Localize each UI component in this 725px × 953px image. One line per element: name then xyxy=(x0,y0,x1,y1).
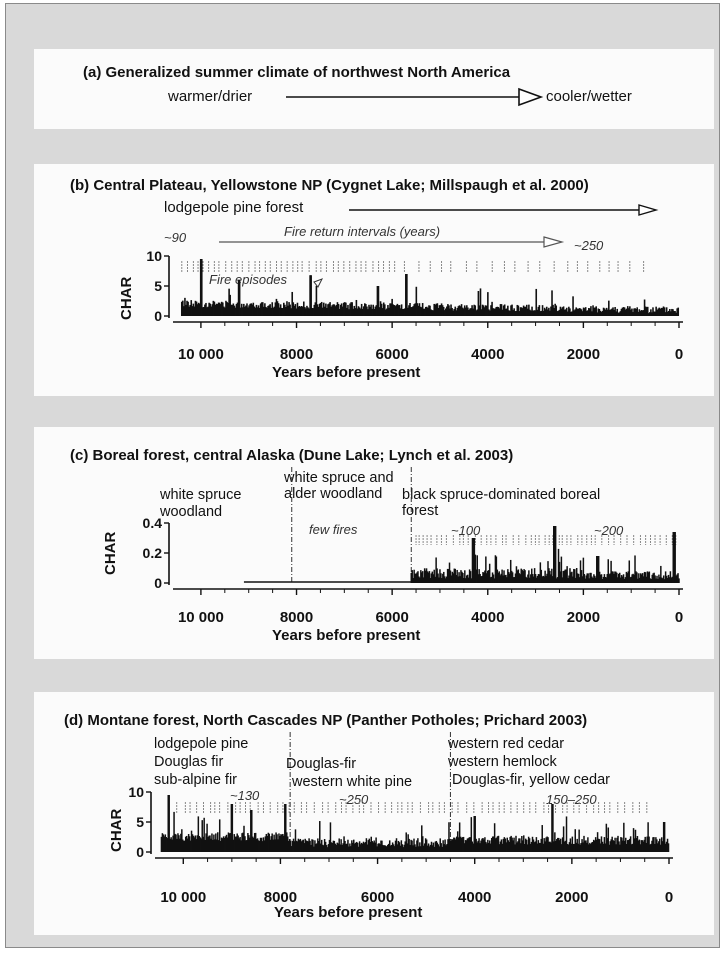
warmer-drier-label: warmer/drier xyxy=(168,88,253,105)
x-tick-label: 6000 xyxy=(361,889,394,906)
panel-d-fri-1: ~130 xyxy=(230,788,260,803)
panel-d-zone1-l3: sub-alpine fir xyxy=(154,772,238,788)
panel-c-fri-1: ~100 xyxy=(451,523,481,538)
panel-c-chart: 10 000 8000 6000 4000 2000 0 0 0.2 0.4 xyxy=(143,467,683,626)
zone1-text: white spruce xyxy=(160,487,242,503)
panel-d-zone3-l2: western hemlock xyxy=(448,754,557,770)
panel-d-zone1-l2: Douglas fir xyxy=(154,754,224,770)
panel-d-zone2-l1: Douglas-fir xyxy=(286,756,357,772)
panel-d-ylabel: CHAR xyxy=(108,808,125,852)
episode-pointer-icon xyxy=(313,278,324,288)
panel-b-ylabel: CHAR xyxy=(118,276,135,320)
panel-b-fire-episodes: Fire episodes xyxy=(209,272,288,287)
x-tick-label: 0 xyxy=(675,609,683,626)
y-tick-label: 5 xyxy=(154,278,162,294)
x-tick-label: 0 xyxy=(675,346,683,363)
x-tick-label: 4000 xyxy=(471,609,504,626)
x-tick-label: 6000 xyxy=(375,609,408,626)
x-tick-label: 8000 xyxy=(280,346,313,363)
fri-arrow-head xyxy=(543,236,565,248)
panel-a-title: (a) Generalized summer climate of northw… xyxy=(83,64,511,81)
panel-d-zone1-l1: lodgepole pine xyxy=(154,736,249,752)
panel-c-fri-2: ~200 xyxy=(594,523,624,538)
x-tick-label: 10 000 xyxy=(178,609,224,626)
panel-b-fri-end: ~250 xyxy=(574,238,604,253)
panel-d-chart: 10 000 8000 6000 4000 2000 0 0 5 10 xyxy=(128,732,673,906)
x-tick-label: 4000 xyxy=(458,889,491,906)
vegetation-arrow-head xyxy=(638,204,659,216)
panel-d-zone3-l1: western red cedar xyxy=(448,736,565,752)
x-tick-label: 6000 xyxy=(375,346,408,363)
figure-frame: (a) Generalized summer climate of northw… xyxy=(5,3,720,948)
panel-b-xlabel: Years before present xyxy=(272,364,421,381)
y-tick-label: 0 xyxy=(154,308,162,324)
panel-c-zone2: white spruce and alder woodland xyxy=(284,470,394,502)
x-tick-label: 4000 xyxy=(471,346,504,363)
y-tick-label: 10 xyxy=(128,784,144,800)
y-tick-label: 0.2 xyxy=(143,545,163,561)
x-tick-label: 10 000 xyxy=(160,889,206,906)
panel-b-fri-label: Fire return intervals (years) xyxy=(284,224,441,239)
panel-c-zone1-l2: woodland xyxy=(160,504,223,520)
panel-b-title: (b) Central Plateau, Yellowstone NP (Cyg… xyxy=(70,177,589,194)
y-tick-label: 0 xyxy=(154,575,162,591)
x-tick-label: 8000 xyxy=(264,889,297,906)
panel-c-title: (c) Boreal forest, central Alaska (Dune … xyxy=(70,447,514,464)
y-tick-label: 10 xyxy=(146,248,162,264)
x-tick-label: 2000 xyxy=(567,346,600,363)
panel-d-zone2-l2: western white pine xyxy=(292,774,413,790)
panel-d-zone3-l3: Douglas-fir, yellow cedar xyxy=(452,772,610,788)
y-tick-label: 0.4 xyxy=(143,515,163,531)
y-tick-label: 0 xyxy=(136,844,144,860)
panel-b-fri-start: ~90 xyxy=(164,230,187,245)
x-tick-label: 10 000 xyxy=(178,346,224,363)
panel-a: (a) Generalized summer climate of northw… xyxy=(34,49,714,129)
panel-c: (c) Boreal forest, central Alaska (Dune … xyxy=(34,427,714,659)
x-tick-label: 0 xyxy=(665,889,673,906)
panel-c-xlabel: Years before present xyxy=(272,627,421,644)
panel-d-title: (d) Montane forest, North Cascades NP (P… xyxy=(64,712,588,729)
panel-b: (b) Central Plateau, Yellowstone NP (Cyg… xyxy=(34,164,714,396)
panel-c-ylabel: CHAR xyxy=(102,531,119,575)
x-tick-label: 2000 xyxy=(555,889,588,906)
y-tick-label: 5 xyxy=(136,814,144,830)
panel-d-fri-3: 150–250 xyxy=(546,792,597,807)
panel-c-zone1-l1: white spruce xyxy=(160,487,241,503)
cooler-wetter-label: cooler/wetter xyxy=(546,88,632,105)
panel-d-xlabel: Years before present xyxy=(274,904,423,921)
panel-b-chart: 10 000 8000 6000 4000 2000 0 0 5 10 xyxy=(146,204,683,363)
x-tick-label: 8000 xyxy=(280,609,313,626)
climate-gradient-arrow xyxy=(286,87,544,107)
panel-b-vegetation: lodgepole pine forest xyxy=(164,199,304,216)
panel-d: (d) Montane forest, North Cascades NP (P… xyxy=(34,692,714,935)
x-tick-label: 2000 xyxy=(567,609,600,626)
panel-c-few-fires: few fires xyxy=(309,522,358,537)
